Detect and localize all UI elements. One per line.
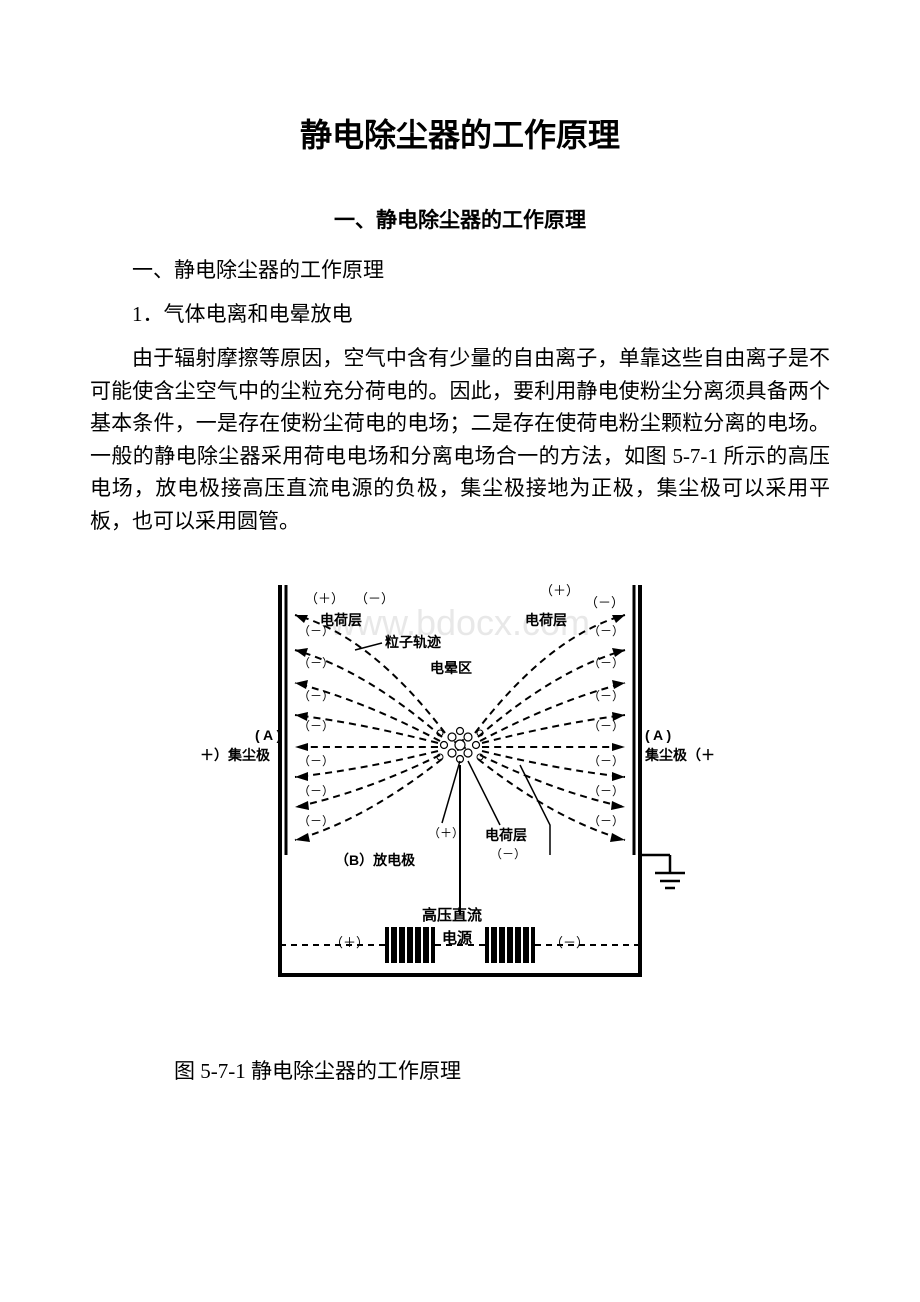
pointer-line <box>468 761 500 825</box>
svg-text:（－）: （－） <box>588 624 624 638</box>
section-subtitle: 一、静电除尘器的工作原理 <box>90 204 830 234</box>
sign-label: （－） <box>490 847 526 861</box>
document-page: 静电除尘器的工作原理 一、静电除尘器的工作原理 一、静电除尘器的工作原理 1．气… <box>0 0 920 1145</box>
charge-layer-label-bottom: 电荷层 <box>485 827 527 843</box>
power-block-right <box>485 927 535 963</box>
svg-text:（－）: （－） <box>588 689 624 703</box>
svg-text:（－）: （－） <box>298 689 334 703</box>
svg-text:（－）: （－） <box>298 784 334 798</box>
minus-label: （－） <box>550 935 589 950</box>
collector-text-left: ＋）集尘极 <box>200 747 271 763</box>
ground-symbol <box>640 855 685 888</box>
minus-column-right: （－） （－） （－） （－） （－） （－） （－） <box>588 624 624 828</box>
collector-text-right: 集尘极（＋ <box>644 747 715 763</box>
electrostatic-precipitator-diagram: www.bdocx.com （＋） （－） （＋） （－） 电荷层 电荷层 粒子… <box>190 555 730 1025</box>
svg-text:（－）: （－） <box>298 814 334 828</box>
corona-zone-label: 电晕区 <box>430 660 472 676</box>
plus-label: （＋） <box>330 935 369 950</box>
figure-caption: 图 5-7-1 静电除尘器的工作原理 <box>90 1055 830 1085</box>
svg-text:（－）: （－） <box>588 754 624 768</box>
svg-text:（－）: （－） <box>588 784 624 798</box>
sign-label: （＋） <box>428 826 464 840</box>
svg-text:（－）: （－） <box>588 656 624 670</box>
collector-A-right: ( A ) <box>645 727 671 743</box>
sign-label: （＋） <box>540 583 579 598</box>
sign-label: （＋） <box>305 591 344 606</box>
charge-layer-label-right: 电荷层 <box>525 612 567 628</box>
sign-label: （－） <box>585 595 624 610</box>
power-block-left <box>385 927 435 963</box>
section-heading: 一、静电除尘器的工作原理 <box>90 254 830 284</box>
svg-text:（－）: （－） <box>298 656 334 670</box>
svg-text:（－）: （－） <box>588 814 624 828</box>
discharge-B-label: （B）放电极 <box>335 852 416 868</box>
body-paragraph: 由于辐射摩擦等原因，空气中含有少量的自由离子，单靠这些自由离子是不可能使含尘空气… <box>90 342 830 537</box>
sign-label: （－） <box>355 591 394 606</box>
svg-text:（－）: （－） <box>588 719 624 733</box>
figure-container: www.bdocx.com （＋） （－） （＋） （－） 电荷层 电荷层 粒子… <box>90 555 830 1025</box>
collector-A-left: ( A ) <box>255 727 281 743</box>
hv-dc-label: 高压直流 <box>422 906 482 924</box>
svg-text:（－）: （－） <box>298 624 334 638</box>
svg-text:（－）: （－） <box>298 754 334 768</box>
particle-track-label: 粒子轨迹 <box>385 634 441 650</box>
document-title: 静电除尘器的工作原理 <box>90 110 830 156</box>
list-item-1: 1．气体电离和电晕放电 <box>90 298 830 328</box>
pointer-line <box>442 761 460 823</box>
svg-text:（－）: （－） <box>298 719 334 733</box>
